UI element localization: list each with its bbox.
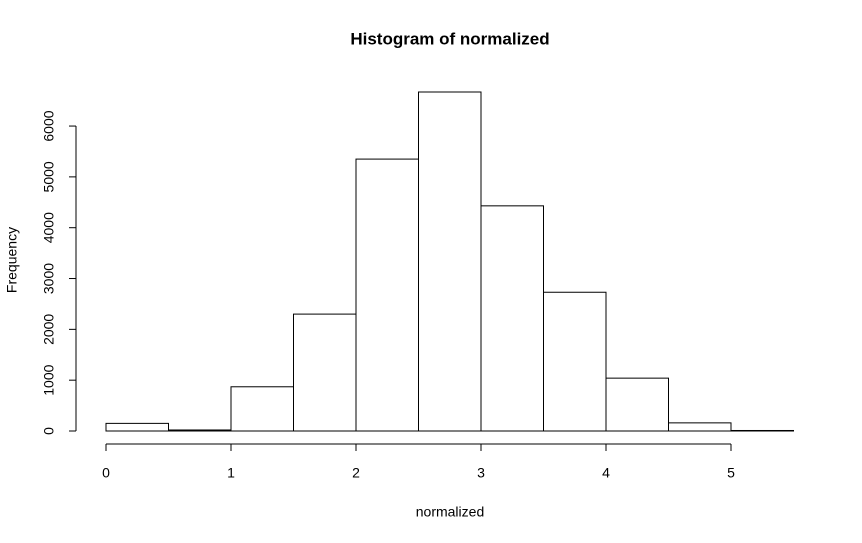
y-tick-label: 3000 [41,263,57,294]
x-axis-label: normalized [416,504,484,520]
x-tick-label: 0 [102,465,110,481]
bar [730,429,794,432]
y-tick-label: 4000 [41,212,57,243]
x-tick-label: 2 [352,465,360,481]
bar [543,291,607,432]
chart-title: Histogram of normalized [350,29,549,48]
bar [105,422,169,432]
bar [418,91,482,432]
y-axis-label: Frequency [4,227,20,293]
bar [168,429,232,432]
bar [293,313,357,432]
x-tick-label: 1 [227,465,235,481]
y-tick-label: 1000 [41,364,57,395]
x-tick-label: 4 [602,465,610,481]
bar [668,422,732,432]
bar [480,205,544,432]
x-tick-label: 5 [727,465,735,481]
bar [605,377,669,432]
y-tick-label: 2000 [41,314,57,345]
bar [355,158,419,432]
x-tick-label: 3 [477,465,485,481]
bar [230,386,294,432]
y-tick-label: 5000 [41,161,57,192]
y-tick-label: 0 [41,427,57,435]
y-tick-label: 6000 [41,110,57,141]
